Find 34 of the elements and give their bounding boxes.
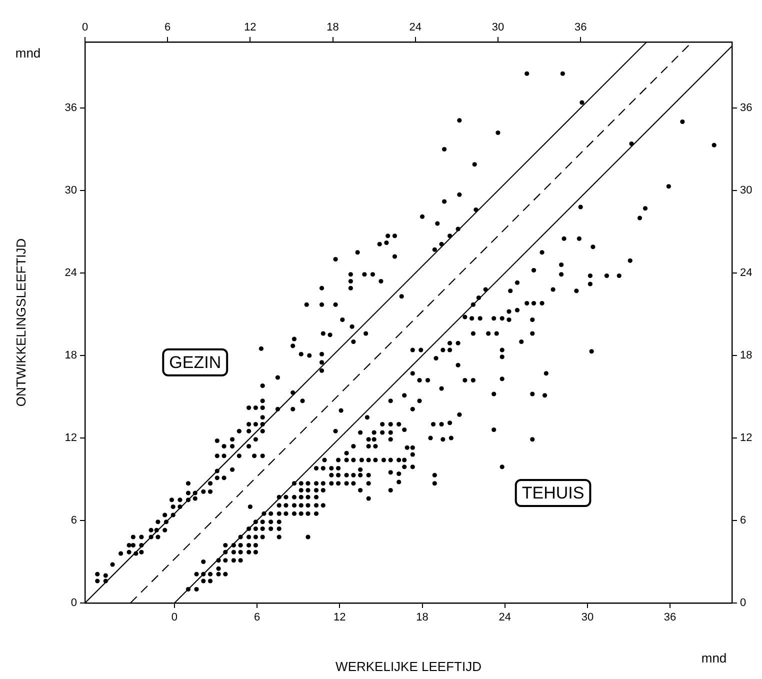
x-tick-label: 30 [581, 612, 594, 624]
y-tick-label: 12 [64, 432, 77, 444]
text: mnd [701, 650, 727, 666]
y2-tick-label: 36 [740, 102, 752, 114]
x-tick-label: 36 [664, 612, 676, 624]
y2-tick-label: 0 [740, 597, 746, 610]
x-tick-label: 6 [254, 612, 260, 624]
x-tick-label: 18 [416, 612, 428, 624]
y2-tick-label: 6 [740, 514, 746, 527]
y2-tick-label: 30 [740, 184, 752, 197]
x-tick-label: 0 [171, 612, 178, 624]
y2-tick-label: 18 [740, 350, 752, 362]
y-tick-label: 18 [64, 350, 77, 362]
y-tick-label: 24 [64, 267, 77, 280]
y-axis-title: ONTWIKKELINGSLEEFTIJD [13, 238, 28, 407]
text: mnd [15, 46, 41, 61]
x2-tick-label: 36 [574, 21, 587, 34]
y-tick-label: 6 [70, 514, 77, 527]
x2-tick-label: 12 [244, 21, 256, 34]
y-tick-label: 36 [64, 102, 77, 114]
series-label: TEHUIS [522, 484, 584, 503]
x-tick-label: 12 [334, 612, 346, 624]
x-axis-title: WERKELIJKE LEEFTIJD [336, 658, 482, 674]
x2-tick-label: 30 [492, 21, 504, 34]
text: GEZIN [169, 353, 222, 372]
y2-tick-label: 12 [740, 432, 752, 444]
y-tick-label: 0 [70, 597, 77, 610]
y2-tick-label: 24 [740, 267, 752, 280]
x2-tick-label: 6 [164, 21, 171, 34]
x2-tick-label: 0 [82, 21, 88, 34]
x-tick-label: 24 [498, 612, 511, 624]
y-tick-label: 30 [64, 184, 77, 197]
x2-tick-label: 18 [326, 21, 339, 34]
x2-tick-label: 24 [409, 21, 422, 34]
